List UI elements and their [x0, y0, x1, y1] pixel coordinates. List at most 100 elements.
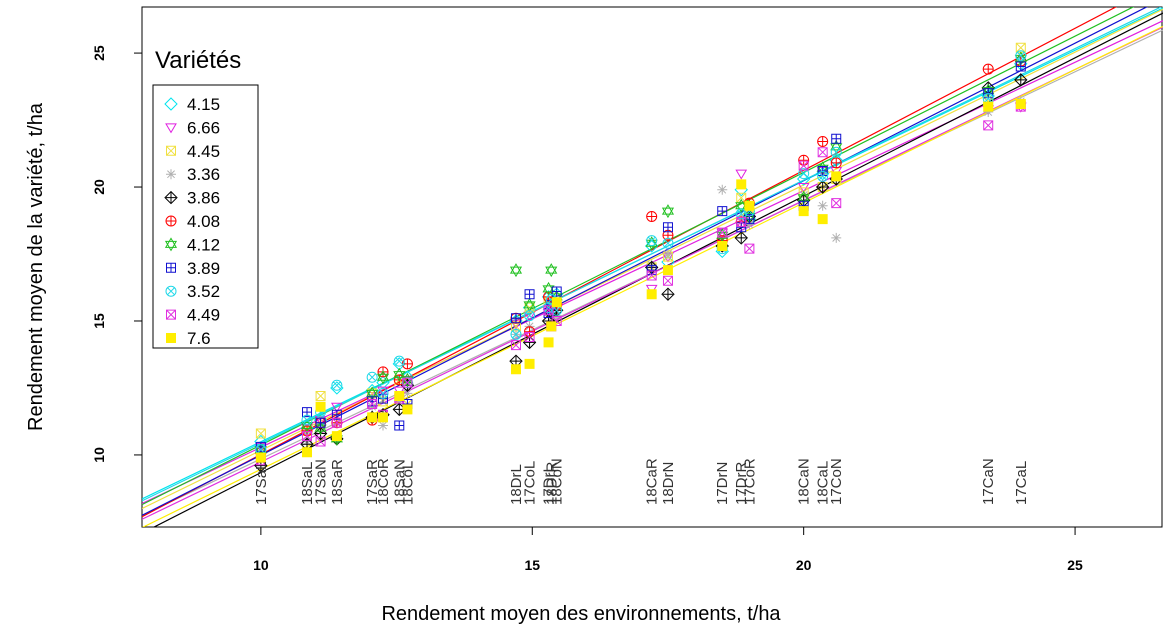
environment-label: 18SaR [329, 459, 346, 505]
point [378, 420, 389, 431]
environment-label: 17SaL [253, 462, 270, 505]
environment-label: 17SaR [364, 459, 381, 505]
point [735, 169, 748, 180]
point [662, 222, 673, 233]
point [717, 227, 728, 238]
legend-label: 3.52 [187, 282, 220, 301]
point [717, 206, 728, 217]
point [1014, 73, 1028, 87]
point [546, 321, 557, 332]
point [815, 180, 830, 194]
point [798, 206, 809, 217]
point [661, 287, 675, 301]
legend-label: 3.86 [187, 189, 220, 208]
legend-marker [164, 190, 178, 205]
legend-title: Variétés [155, 47, 241, 74]
environment-label: 18SaL [299, 462, 316, 505]
point [830, 146, 842, 158]
legend-marker [165, 285, 177, 297]
point [830, 157, 842, 169]
point [744, 219, 755, 230]
point [510, 328, 522, 340]
point [315, 436, 326, 447]
environment-label: 18CaR [644, 458, 661, 505]
point [831, 133, 842, 144]
y-tick-label: 25 [91, 45, 107, 61]
point [330, 381, 344, 395]
point [717, 184, 728, 195]
point [661, 204, 675, 219]
point [646, 235, 658, 247]
point [817, 147, 828, 158]
point [1015, 98, 1026, 109]
point [524, 326, 536, 338]
x-tick-label: 10 [253, 557, 269, 573]
environment-label: 18CoR [375, 458, 392, 505]
environment-label: 18SaN [391, 459, 408, 505]
y-tick-label: 10 [91, 447, 107, 463]
point [510, 313, 521, 324]
point [1015, 61, 1026, 72]
legend-marker [165, 123, 177, 134]
point [524, 332, 535, 343]
point [831, 198, 842, 209]
environment-label: 17CoN [828, 458, 845, 505]
point [524, 289, 535, 300]
environment-label: 17DrL [541, 464, 558, 505]
point [315, 401, 326, 412]
point [983, 107, 994, 118]
point [817, 170, 829, 182]
legend-marker [166, 309, 176, 320]
point [797, 190, 810, 205]
plot-frame [141, 6, 1163, 528]
legend-marker [166, 169, 176, 180]
point [817, 136, 829, 147]
point [543, 305, 554, 316]
points [254, 42, 1028, 473]
point [817, 214, 828, 225]
legend-marker [165, 215, 177, 227]
point [545, 263, 558, 278]
point [510, 321, 521, 332]
point [510, 364, 521, 375]
point [744, 200, 755, 211]
point [662, 249, 673, 260]
point [302, 447, 313, 458]
point [394, 420, 405, 431]
regression-line [142, 7, 1163, 502]
environment-label: 18DrR [543, 461, 560, 505]
point [377, 387, 389, 399]
point [510, 340, 521, 351]
legend-marker [164, 97, 178, 111]
x-axis-label: Rendement moyen des environnements, t/ha [381, 603, 781, 625]
point [331, 431, 342, 442]
y-tick-label: 15 [91, 313, 107, 329]
legend-marker [164, 237, 178, 252]
point [367, 399, 378, 410]
point [393, 355, 405, 367]
point [744, 243, 755, 254]
y-axis-label: Rendement moyen de la variété, t/ha [25, 102, 47, 431]
point [523, 297, 536, 312]
point [367, 412, 378, 423]
point [393, 367, 406, 382]
environment-label: 17DrN [714, 462, 731, 505]
point [831, 171, 842, 182]
x-tick-label: 25 [1067, 557, 1083, 573]
regression-line [142, 7, 1148, 516]
point [302, 431, 313, 442]
point [646, 211, 658, 222]
point [366, 371, 378, 383]
environment-label: 17CaN [980, 458, 997, 505]
point [402, 377, 413, 388]
point [255, 452, 266, 463]
legend-label: 4.12 [187, 235, 220, 254]
point [378, 412, 389, 423]
legend-marker [166, 262, 176, 273]
environment-label: 18CoN [549, 458, 566, 505]
legend-label: 4.45 [187, 142, 220, 161]
legend-marker [166, 145, 176, 156]
point [331, 379, 343, 391]
point [646, 270, 657, 281]
point [255, 428, 266, 439]
